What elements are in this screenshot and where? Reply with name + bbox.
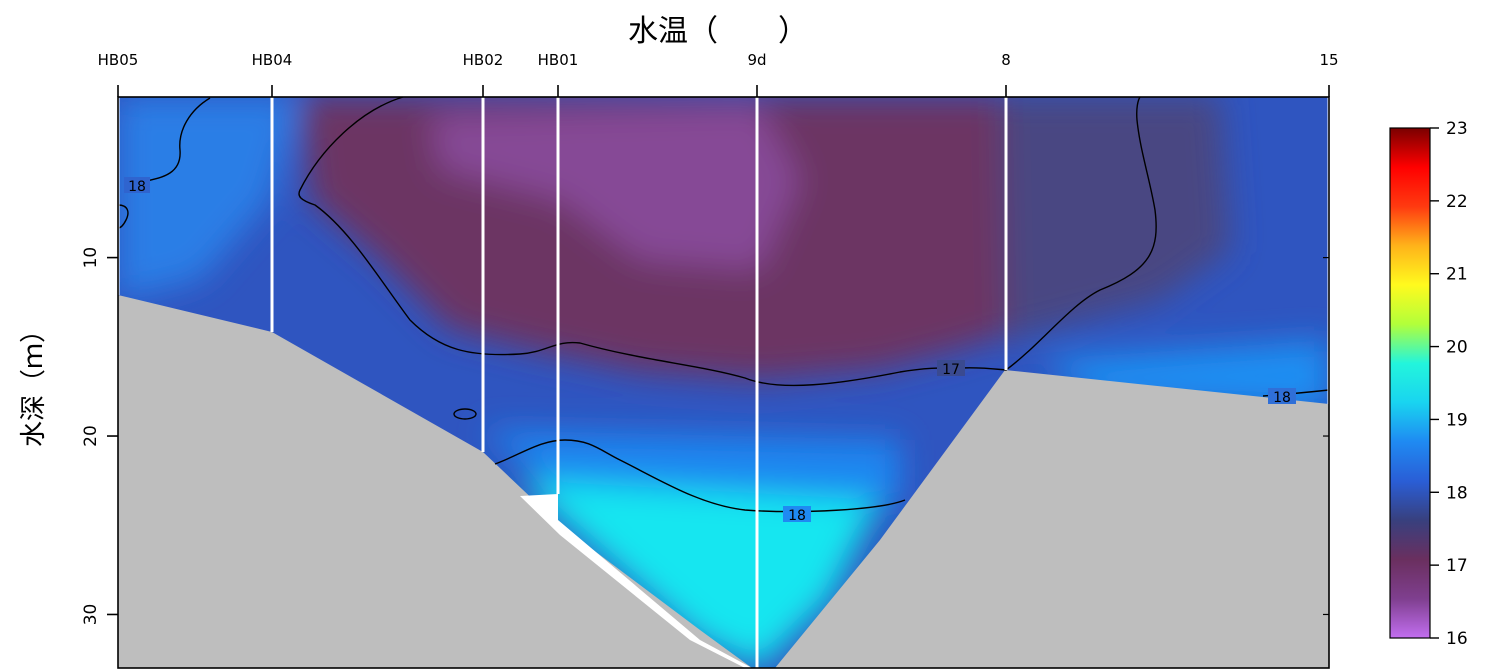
- station-label-15: 15: [1319, 51, 1338, 69]
- contour-18-left-edge: [117, 204, 129, 229]
- station-label-HB04: HB04: [252, 51, 293, 69]
- contour-17-main: [298, 96, 1157, 387]
- contour-labels: 18 17 18 18: [124, 177, 1296, 524]
- contour-18-surface: [141, 97, 211, 183]
- cold-core-inner: [430, 105, 800, 270]
- colorbar-tick-label-17: 17: [1446, 556, 1468, 576]
- station-label-8: 8: [1001, 51, 1011, 69]
- seabed: [118, 295, 1329, 668]
- contour-label-1: 18: [128, 179, 146, 195]
- colorbar-tick-label-23: 23: [1446, 119, 1468, 139]
- station-label-HB05: HB05: [98, 51, 139, 69]
- colorbar: 16 17 18 19 20 21 22 23: [1389, 119, 1468, 649]
- temperature-field: [118, 97, 1329, 668]
- plot-frame: [117, 96, 1330, 669]
- left-blue: [118, 97, 300, 300]
- bottom-cyan: [520, 480, 880, 668]
- contour-label-2: 17: [942, 362, 960, 378]
- mid-upper-band: [1000, 97, 1230, 340]
- colorbar-tick-label-18: 18: [1446, 483, 1468, 503]
- station-label-9d: 9d: [747, 51, 766, 69]
- colorbar-tick-label-16: 16: [1446, 629, 1468, 649]
- station-label-HB02: HB02: [463, 51, 504, 69]
- contour-label-4: 18: [1273, 390, 1291, 406]
- y-tick-label-10: 10: [81, 247, 101, 269]
- station-label-HB01: HB01: [538, 51, 579, 69]
- colorbar-tick-label-20: 20: [1446, 338, 1468, 358]
- y-tick-label-20: 20: [81, 425, 101, 447]
- chart-title: 水温（ ）: [628, 14, 808, 49]
- contour-18-bottom: [494, 439, 906, 513]
- y-axis-label: 水深（ｍ）: [19, 317, 49, 447]
- contour-label-3: 18: [788, 508, 806, 524]
- colorbar-tick-label-19: 19: [1446, 410, 1468, 430]
- colorbar-tick-label-22: 22: [1446, 192, 1468, 212]
- y-axis: 10 20 30: [81, 247, 1329, 626]
- y-tick-label-30: 30: [81, 604, 101, 626]
- colorbar-tick-label-21: 21: [1446, 265, 1468, 285]
- colorbar-bar: [1389, 127, 1431, 639]
- contour-small-loop: [453, 408, 477, 420]
- no-data-gap: [520, 494, 752, 668]
